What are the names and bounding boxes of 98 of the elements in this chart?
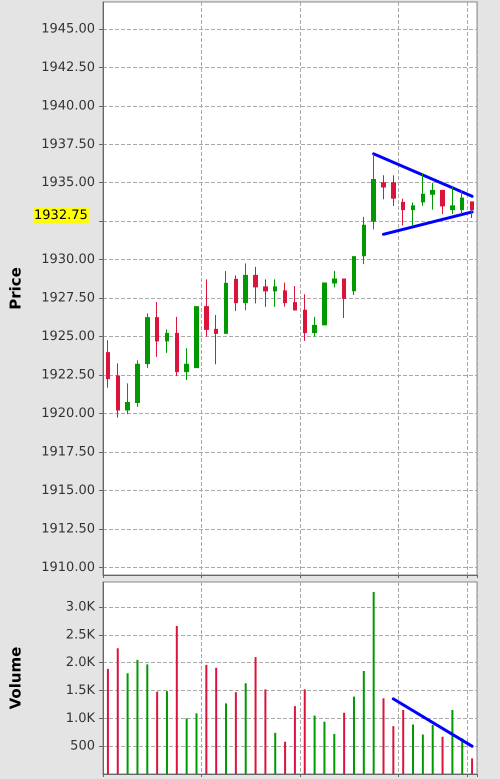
bar (323, 722, 326, 774)
candlestick (145, 312, 150, 368)
bar (234, 692, 237, 774)
candlestick (263, 278, 268, 308)
bar (106, 668, 109, 774)
bar (284, 742, 286, 774)
bar (196, 713, 198, 774)
bar (382, 698, 384, 774)
candlestick (135, 360, 140, 408)
bar (451, 710, 454, 774)
candlestick (234, 274, 238, 312)
candlestick (106, 340, 110, 388)
candlestick (362, 216, 366, 265)
y-tick-label: 1922.50 (41, 368, 95, 383)
bar (176, 626, 178, 774)
y-tick-label: 1.5K (66, 683, 96, 698)
candlestick (293, 285, 297, 310)
bar (156, 692, 158, 774)
y-tick-label: 2.0K (66, 655, 96, 670)
candlestick (116, 362, 120, 418)
y-tick-label: 1927.50 (41, 290, 95, 306)
candlestick (470, 201, 474, 218)
candlestick (165, 328, 169, 354)
candlestick (332, 270, 337, 288)
y-tick-label: 500 (70, 738, 95, 754)
candlestick (421, 173, 425, 206)
y-tick-label: 1917.50 (41, 444, 95, 460)
y-tick-label: 1920.00 (41, 406, 95, 421)
y-tick-label: 1930.00 (41, 252, 95, 268)
candlestick (430, 182, 435, 210)
candlestick (253, 266, 258, 304)
y-tick-label: 1925.00 (41, 329, 95, 344)
y-tick-label: 1935.00 (41, 175, 95, 190)
bar (461, 738, 464, 774)
candlestick (214, 314, 218, 365)
bar (274, 732, 276, 774)
y-tick-label: 1940.00 (41, 98, 95, 114)
candlestick (411, 202, 415, 227)
bar (136, 660, 138, 774)
bar (254, 657, 257, 774)
bar (362, 671, 365, 774)
bar (333, 734, 336, 774)
bar (442, 736, 444, 774)
y-axis-title: Price (6, 267, 24, 310)
bar (294, 706, 296, 774)
y-tick-label: 2.5K (66, 627, 96, 642)
bar (116, 648, 119, 774)
candlestick (303, 294, 307, 342)
bar (225, 703, 228, 774)
candlestick (322, 282, 327, 326)
bar (343, 712, 346, 774)
y-axis-title: Volume (6, 646, 24, 710)
candlestick (352, 256, 356, 296)
y-tick-label: 1942.50 (41, 60, 95, 75)
candlestick (312, 316, 317, 338)
candlestick (155, 301, 159, 358)
candlestick (224, 270, 228, 334)
candlestick (401, 198, 405, 226)
candlestick (460, 190, 464, 214)
bar (244, 683, 247, 774)
bar (264, 689, 266, 774)
candlestick (204, 278, 209, 338)
bar (392, 726, 394, 774)
bar (352, 696, 355, 774)
bar (146, 664, 148, 774)
candlestick (243, 262, 248, 311)
y-tick-label: 1.0K (66, 710, 96, 726)
bar (471, 758, 474, 774)
y-tick-label: 1912.50 (41, 521, 95, 536)
bar (186, 718, 188, 774)
bar (372, 592, 375, 774)
bar (205, 664, 208, 774)
bar (215, 668, 218, 774)
bar (314, 716, 316, 774)
candlestick (381, 174, 386, 200)
candlestick (371, 153, 376, 230)
text: 1932.75 (34, 208, 88, 223)
y-tick-label: 1937.50 (41, 136, 95, 152)
candlestick (391, 174, 396, 206)
bar (166, 691, 168, 774)
y-tick-label: 1915.00 (41, 482, 95, 498)
candlestick (440, 190, 445, 214)
candlestick (273, 278, 277, 308)
candlestick (450, 186, 455, 214)
candlestick (283, 282, 287, 308)
candlestick (175, 316, 179, 376)
y-tick-label: 1910.00 (41, 560, 95, 575)
bar (432, 725, 434, 774)
y-tick-label: 1945.00 (41, 21, 95, 36)
bar (304, 689, 306, 774)
candlestick (342, 278, 346, 318)
bar (422, 734, 424, 774)
candlestick (194, 306, 199, 368)
bar (402, 710, 404, 774)
y-tick-label: 3.0K (66, 600, 96, 615)
bar (412, 724, 414, 774)
candlestick (184, 348, 189, 380)
candlestick (125, 382, 130, 415)
